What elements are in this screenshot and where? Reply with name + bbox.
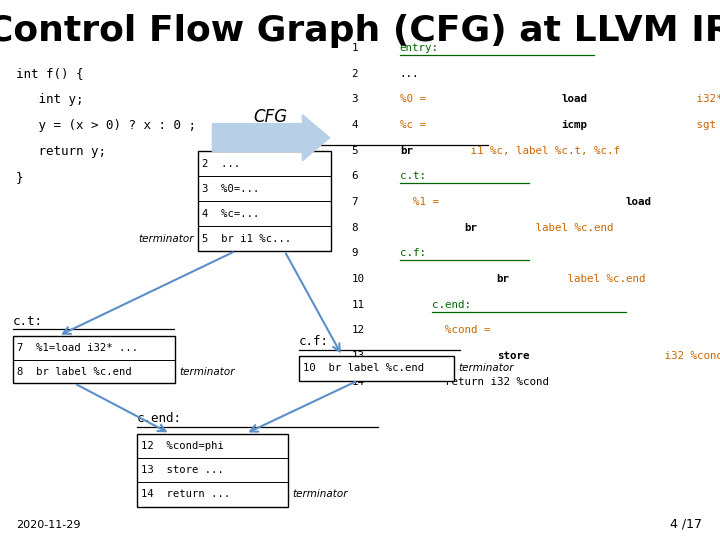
Text: %1 =: %1 = xyxy=(400,197,445,207)
Text: load: load xyxy=(562,94,588,105)
Text: sgt i32 %0 0: sgt i32 %0 0 xyxy=(690,120,720,130)
Text: 8: 8 xyxy=(351,222,358,233)
Text: CFG: CFG xyxy=(253,108,287,126)
Text: }: } xyxy=(16,171,23,184)
Text: 5: 5 xyxy=(351,146,358,156)
Text: c.end:: c.end: xyxy=(432,300,471,310)
Text: c.f:: c.f: xyxy=(299,335,329,348)
Text: 5  br i1 %c...: 5 br i1 %c... xyxy=(202,234,292,244)
Text: br: br xyxy=(400,146,413,156)
Text: 2020-11-29: 2020-11-29 xyxy=(16,520,81,530)
Text: 8  br label %c.end: 8 br label %c.end xyxy=(17,367,132,376)
Text: 3  %0=...: 3 %0=... xyxy=(202,184,260,194)
Text: 4 /17: 4 /17 xyxy=(670,517,702,530)
Text: 7  %1=load i32* ...: 7 %1=load i32* ... xyxy=(17,343,138,353)
Text: c.f:: c.f: xyxy=(400,248,426,259)
Text: 10: 10 xyxy=(351,274,364,284)
Text: y = (x > 0) ? x : 0 ;: y = (x > 0) ? x : 0 ; xyxy=(16,119,196,132)
Text: 12  %cond=phi: 12 %cond=phi xyxy=(141,441,224,451)
Text: 11: 11 xyxy=(351,300,364,310)
Text: 9: 9 xyxy=(351,248,358,259)
Text: int y;: int y; xyxy=(16,93,84,106)
Text: 2: 2 xyxy=(351,69,358,79)
Text: entry:: entry: xyxy=(247,130,292,143)
Text: terminator: terminator xyxy=(138,234,194,244)
Text: 1: 1 xyxy=(351,43,358,53)
FancyBboxPatch shape xyxy=(137,434,288,507)
FancyBboxPatch shape xyxy=(13,336,175,383)
Text: 13  store ...: 13 store ... xyxy=(141,465,224,475)
Text: entry:: entry: xyxy=(400,43,438,53)
Text: terminator: terminator xyxy=(292,489,348,500)
Text: 10  br label %c.end: 10 br label %c.end xyxy=(303,363,424,373)
Text: 4: 4 xyxy=(351,120,358,130)
Text: br: br xyxy=(497,274,510,284)
FancyBboxPatch shape xyxy=(299,356,454,381)
Text: br: br xyxy=(464,222,477,233)
Text: ...: ... xyxy=(400,69,419,79)
Text: 3: 3 xyxy=(351,94,358,105)
Text: label %c.end: label %c.end xyxy=(529,222,613,233)
Text: c.t:: c.t: xyxy=(13,315,43,328)
Text: label %c.end: label %c.end xyxy=(562,274,646,284)
Text: return y;: return y; xyxy=(16,145,106,158)
Text: Control Flow Graph (CFG) at LLVM IR: Control Flow Graph (CFG) at LLVM IR xyxy=(0,14,720,48)
Text: 12: 12 xyxy=(351,325,364,335)
Text: %c =: %c = xyxy=(400,120,432,130)
Text: return i32 %cond: return i32 %cond xyxy=(432,377,549,387)
Text: terminator: terminator xyxy=(179,367,235,376)
Text: %cond =: %cond = xyxy=(432,325,497,335)
Text: 7: 7 xyxy=(351,197,358,207)
Text: load: load xyxy=(626,197,652,207)
Text: 13: 13 xyxy=(351,351,364,361)
Text: 4  %c=...: 4 %c=... xyxy=(202,208,260,219)
Text: 14  return ...: 14 return ... xyxy=(141,489,230,500)
Text: 14: 14 xyxy=(351,377,364,387)
FancyBboxPatch shape xyxy=(198,151,331,251)
Text: int f() {: int f() { xyxy=(16,68,84,80)
Text: 6: 6 xyxy=(351,171,358,181)
Text: 2  ...: 2 ... xyxy=(202,159,240,168)
Text: store: store xyxy=(497,351,529,361)
Text: i1 %c, label %c.t, %c.f: i1 %c, label %c.t, %c.f xyxy=(464,146,621,156)
Text: i32* %x: i32* %x xyxy=(690,94,720,105)
Text: terminator: terminator xyxy=(458,363,513,373)
Text: icmp: icmp xyxy=(562,120,588,130)
FancyArrow shape xyxy=(212,115,330,160)
Text: %0 =: %0 = xyxy=(400,94,432,105)
Text: c.end:: c.end: xyxy=(137,412,181,425)
Text: i32 %cond, i32* %y: i32 %cond, i32* %y xyxy=(658,351,720,361)
Text: c.t:: c.t: xyxy=(400,171,426,181)
